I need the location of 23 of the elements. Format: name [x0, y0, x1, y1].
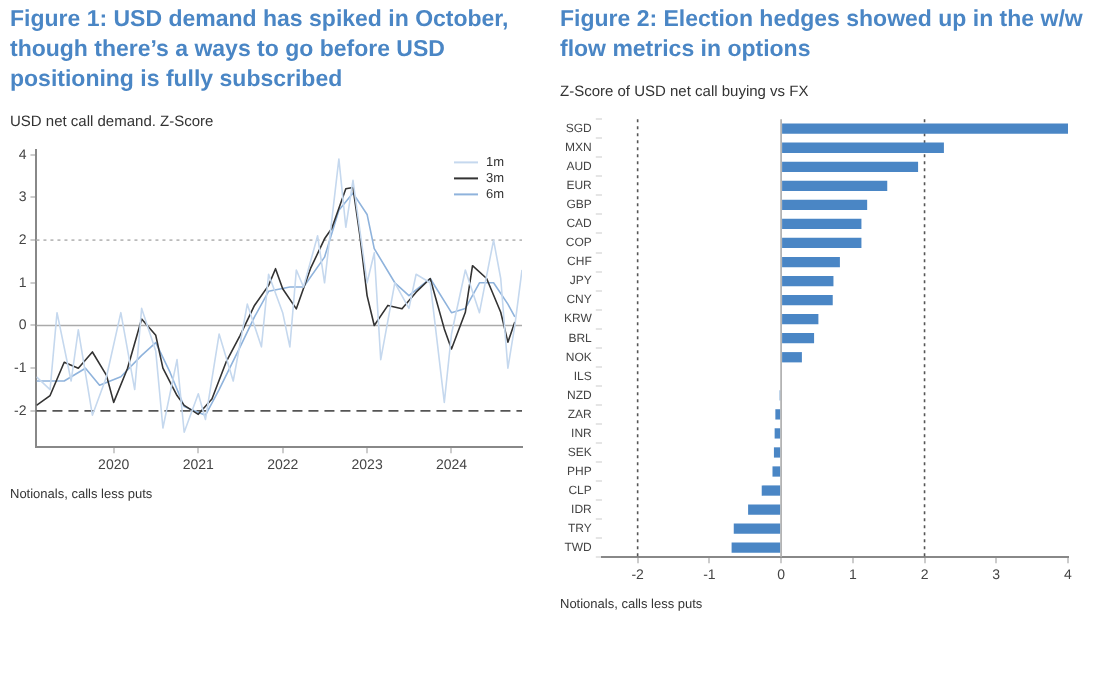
bar — [782, 142, 944, 153]
bar — [782, 314, 819, 325]
bar — [774, 428, 781, 439]
bar — [772, 466, 781, 477]
bar — [761, 485, 781, 496]
bar — [782, 333, 815, 344]
bar — [782, 275, 834, 287]
bar — [782, 294, 833, 306]
bar — [775, 409, 781, 420]
chart-title: Figure 1: USD demand has spiked in October, though there’s a ways to go before USD positioning is fully subscribed — [10, 6, 511, 96]
bar — [782, 256, 840, 268]
bar — [731, 542, 781, 553]
chart-title: Figure 2: Election hedges showed up in the w/w flow metrics in options — [560, 6, 1085, 66]
bar — [733, 523, 781, 534]
bar — [782, 161, 919, 172]
bar — [782, 123, 1068, 134]
bar — [748, 504, 781, 515]
bar — [782, 218, 862, 230]
bar — [782, 352, 802, 363]
bar — [773, 447, 781, 458]
bar — [782, 199, 868, 211]
bar — [782, 180, 888, 191]
bar — [782, 237, 862, 249]
